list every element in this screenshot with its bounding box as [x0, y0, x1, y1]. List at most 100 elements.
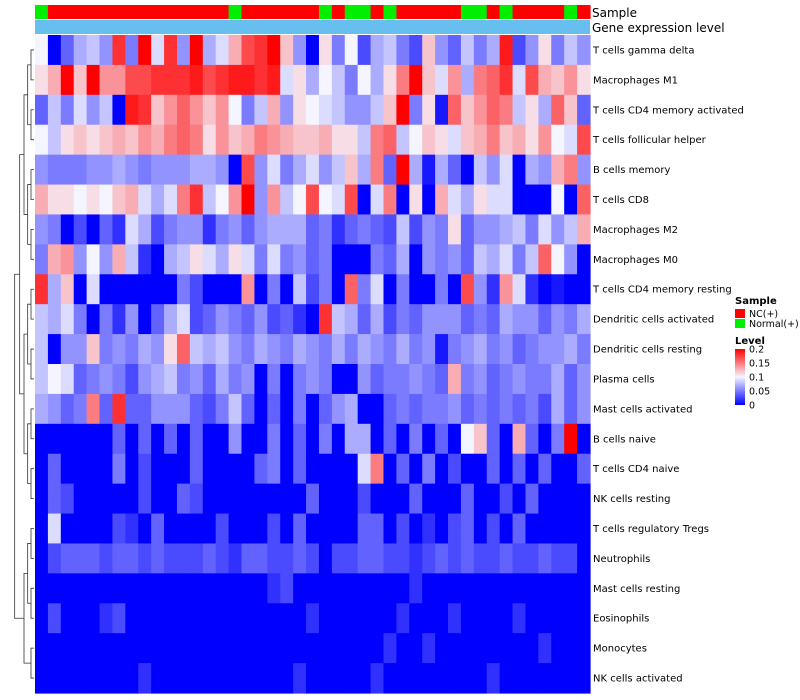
heatmap-cell: [112, 603, 126, 634]
heatmap-cell: [112, 663, 126, 694]
heatmap-cell: [512, 603, 527, 634]
heatmap-cell: [280, 184, 294, 216]
heatmap-cell: [280, 663, 294, 694]
sample-bar-cell: [228, 5, 243, 19]
heatmap-cell: [86, 184, 101, 216]
heatmap-cell: [499, 154, 514, 186]
sample-bar-cell: [86, 5, 101, 19]
heatmap-cell: [73, 573, 88, 604]
heatmap-cell: [280, 94, 294, 126]
heatmap-cell: [176, 334, 191, 365]
heatmap-cell: [422, 633, 436, 664]
heatmap-cell: [435, 633, 449, 664]
heatmap-cell: [383, 543, 397, 574]
heatmap-cell: [306, 453, 320, 485]
heatmap-cell: [293, 393, 307, 425]
heatmap-cell: [215, 274, 230, 305]
heatmap-cell: [125, 483, 139, 515]
heatmap-cell: [164, 124, 178, 156]
heatmap-cell: [460, 543, 475, 574]
heatmap-cell: [448, 603, 462, 634]
heatmap-cell: [267, 334, 281, 365]
heatmap-cell: [370, 364, 385, 395]
heatmap-cell: [86, 513, 101, 545]
heatmap-cell: [151, 483, 165, 515]
heatmap-cell: [357, 603, 372, 634]
heatmap-cell: [422, 124, 436, 156]
heatmap-cell: [344, 543, 359, 574]
sample-bar-cell: [551, 5, 565, 19]
sample-bar-cell: [473, 5, 488, 19]
dendrogram-branch: [27, 64, 31, 126]
heatmap-cell: [99, 35, 114, 66]
heatmap-cell: [267, 184, 281, 216]
heatmap-cell: [486, 154, 501, 186]
heatmap-cell: [293, 483, 307, 515]
heatmap-cell: [344, 154, 359, 186]
heatmap-cell: [86, 663, 101, 694]
heatmap-cell: [486, 334, 501, 365]
heatmap-cell: [370, 244, 385, 275]
heatmap-cell: [331, 124, 346, 156]
heatmap-cell: [241, 483, 256, 515]
heatmap-cell: [189, 364, 204, 395]
heatmap-cell: [525, 214, 539, 245]
heatmap-cell: [138, 64, 152, 96]
heatmap-cell: [448, 214, 462, 245]
heatmap-cell: [473, 334, 488, 365]
heatmap-cell: [357, 633, 372, 664]
heatmap-cell: [35, 393, 49, 425]
heatmap-cell: [228, 633, 243, 664]
heatmap-cell: [112, 393, 126, 425]
heatmap-cell: [151, 663, 165, 694]
heatmap-cell: [86, 274, 101, 305]
sample-bar-cell: [164, 5, 178, 19]
sample-bar-cell: [280, 5, 294, 19]
heatmap-cell: [202, 393, 217, 425]
heatmap-cell: [254, 543, 268, 574]
heatmap-cell: [409, 214, 423, 245]
heatmap-cell: [112, 453, 126, 485]
heatmap-cell: [47, 513, 62, 545]
heatmap-cell: [525, 513, 539, 545]
heatmap-cell: [280, 334, 294, 365]
heatmap-cell: [47, 334, 62, 365]
heatmap-cell: [577, 334, 591, 365]
heatmap-cell: [47, 214, 62, 245]
heatmap-cell: [125, 603, 139, 634]
heatmap-cell: [564, 304, 578, 335]
heatmap-cell: [344, 184, 359, 216]
heatmap-cell: [112, 124, 126, 156]
heatmap-cell: [254, 453, 268, 485]
heatmap-cell: [73, 124, 88, 156]
heatmap-cell: [577, 35, 591, 66]
heatmap-cell: [112, 423, 126, 455]
heatmap-cell: [564, 483, 578, 515]
heatmap-cell: [344, 423, 359, 455]
heatmap-cell: [499, 244, 514, 275]
heatmap-cell: [60, 423, 75, 455]
heatmap-cell: [138, 274, 152, 305]
heatmap-cell: [202, 124, 217, 156]
heatmap-cell: [460, 214, 475, 245]
heatmap-cell: [473, 244, 488, 275]
heatmap-cell: [73, 364, 88, 395]
heatmap-cell: [60, 453, 75, 485]
heatmap-cell: [99, 64, 114, 96]
heatmap-cell: [551, 393, 565, 425]
heatmap-cell: [60, 334, 75, 365]
heatmap-cell: [35, 453, 49, 485]
heatmap-cell: [99, 603, 114, 634]
sample-track-label: Sample: [592, 6, 637, 20]
heatmap-cell: [306, 244, 320, 275]
heatmap-cell: [151, 124, 165, 156]
heatmap-cell: [370, 513, 385, 545]
row-label: Macrophages M2: [593, 225, 678, 236]
heatmap-cell: [99, 573, 114, 604]
heatmap-cell: [228, 483, 243, 515]
heatmap-cell: [112, 154, 126, 186]
heatmap-cell: [47, 184, 62, 216]
heatmap-cell: [189, 543, 204, 574]
heatmap-cell: [551, 35, 565, 66]
heatmap-cell: [35, 483, 49, 515]
